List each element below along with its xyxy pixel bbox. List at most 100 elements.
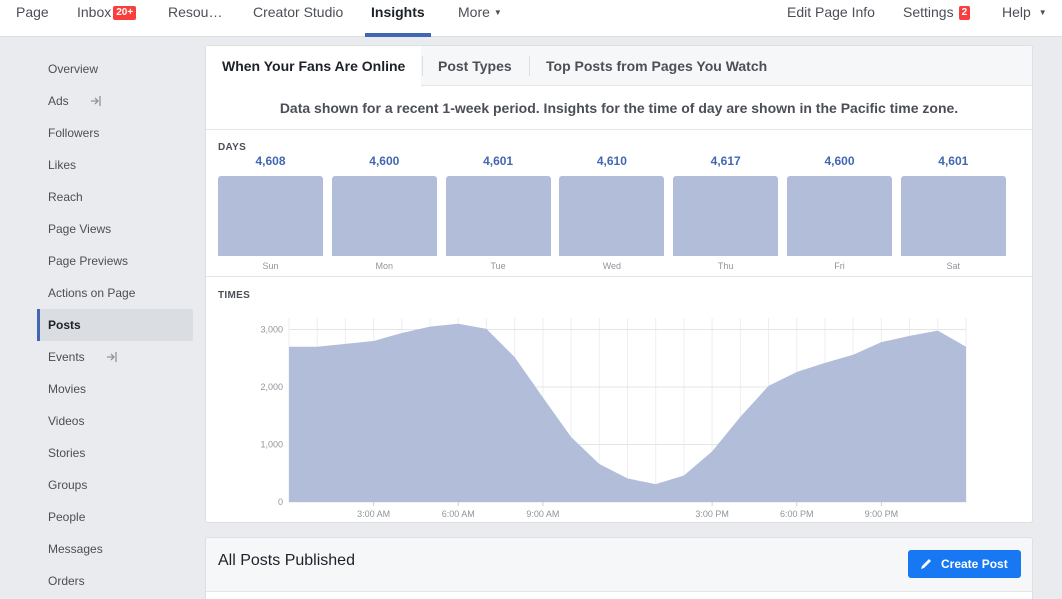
y-tick-label: 2,000: [260, 382, 283, 392]
sidebar-item-label: People: [48, 510, 86, 524]
sidebar-item-overview[interactable]: Overview: [37, 53, 193, 85]
sidebar-item-label: Movies: [48, 382, 87, 396]
active-tab-underline: [365, 33, 431, 37]
sidebar-item-posts[interactable]: Posts: [37, 309, 193, 341]
nav-settings-label: Settings: [903, 4, 954, 20]
day-bar: [673, 176, 779, 256]
day-name-label: Sun: [262, 261, 279, 271]
sidebar-item-actions-on-page[interactable]: Actions on Page: [37, 277, 193, 309]
external-link-icon: [107, 352, 117, 362]
external-link-icon: [91, 96, 101, 106]
day-name-label: Sat: [946, 261, 961, 271]
nav-more[interactable]: More ▼: [458, 0, 502, 36]
sidebar-item-reach[interactable]: Reach: [37, 181, 193, 213]
sidebar-item-label: Page Previews: [48, 254, 129, 268]
sidebar-item-groups[interactable]: Groups: [37, 469, 193, 501]
day-column[interactable]: 4,617 Thu: [673, 146, 779, 274]
tab-when-fans-online[interactable]: When Your Fans Are Online: [206, 46, 422, 86]
day-column[interactable]: 4,608 Sun: [218, 146, 323, 274]
sidebar-item-stories[interactable]: Stories: [37, 437, 193, 469]
x-tick-label: 6:00 AM: [442, 509, 475, 519]
nav-insights-label: Insights: [371, 4, 425, 20]
sidebar-item-label: Actions on Page: [48, 286, 136, 300]
sidebar-item-page-previews[interactable]: Page Previews: [37, 245, 193, 277]
sidebar-item-label: Page Views: [48, 222, 112, 236]
day-name-label: Thu: [717, 261, 734, 271]
sidebar-item-label: Groups: [48, 478, 88, 492]
tab-label: Top Posts from Pages You Watch: [546, 58, 768, 74]
top-navigation: Page Inbox 20+ Resou… Creator Studio Insi…: [0, 0, 1062, 37]
nav-insights[interactable]: Insights: [371, 0, 425, 36]
sidebar-item-videos[interactable]: Videos: [37, 405, 193, 437]
tab-divider: [422, 56, 423, 76]
nav-inbox[interactable]: Inbox 20+: [77, 0, 137, 36]
day-value-label: 4,601: [938, 154, 969, 168]
sidebar-item-label: Ads: [48, 94, 69, 108]
all-posts-card: All Posts Published Create Post: [205, 537, 1033, 599]
create-post-button[interactable]: Create Post: [908, 550, 1021, 578]
y-tick-label: 1,000: [260, 440, 283, 450]
sidebar-item-ads[interactable]: Ads: [37, 85, 193, 117]
posts-table-area: [206, 591, 1032, 599]
caret-down-icon: ▼: [493, 8, 502, 17]
sidebar-item-label: Orders: [48, 574, 85, 588]
day-column[interactable]: 4,610 Wed: [559, 146, 665, 274]
day-value-label: 4,608: [255, 154, 286, 168]
day-name-label: Wed: [602, 261, 622, 271]
day-name-label: Tue: [490, 261, 506, 271]
day-bar: [331, 176, 437, 256]
day-value-label: 4,601: [483, 154, 514, 168]
sidebar-item-messages[interactable]: Messages: [37, 533, 193, 565]
day-value-label: 4,600: [369, 154, 400, 168]
tab-divider: [529, 56, 530, 76]
insights-tabs: When Your Fans Are Online Post Types Top…: [206, 46, 1032, 86]
nav-creator-studio[interactable]: Creator Studio: [253, 0, 343, 36]
nav-more-label: More: [458, 4, 490, 20]
sidebar-item-label: Videos: [48, 414, 85, 428]
tab-post-types[interactable]: Post Types: [438, 46, 512, 86]
day-column[interactable]: 4,600 Fri: [787, 146, 892, 274]
sidebar-item-events[interactable]: Events: [37, 341, 193, 373]
x-tick-label: 9:00 PM: [865, 509, 899, 519]
day-column[interactable]: 4,601 Tue: [445, 146, 551, 274]
nav-resources[interactable]: Resou…: [168, 0, 222, 36]
day-name-label: Mon: [375, 261, 394, 271]
nav-settings[interactable]: Settings 2: [903, 0, 971, 36]
sidebar-item-people[interactable]: People: [37, 501, 193, 533]
sidebar-item-label: Overview: [48, 62, 99, 76]
tab-top-posts[interactable]: Top Posts from Pages You Watch: [546, 46, 767, 86]
day-value-label: 4,600: [824, 154, 855, 168]
day-value-label: 4,610: [596, 154, 627, 168]
sidebar-item-likes[interactable]: Likes: [37, 149, 193, 181]
sidebar-item-orders[interactable]: Orders: [37, 565, 193, 597]
settings-badge: 2: [958, 6, 971, 20]
x-tick-label: 3:00 AM: [357, 509, 390, 519]
nav-edit-page-info-label: Edit Page Info: [787, 4, 875, 20]
x-tick-label: 3:00 PM: [695, 509, 729, 519]
section-divider: [206, 276, 1032, 277]
x-tick-label: 9:00 AM: [526, 509, 559, 519]
days-label: DAYS: [218, 142, 247, 153]
times-area-chart: 0 1,000 2,000 3,000 3:00 AM 6:00 AM 9:00 AM 3:0…: [260, 318, 967, 519]
nav-edit-page-info[interactable]: Edit Page Info: [787, 0, 875, 36]
nav-page[interactable]: Page: [16, 0, 49, 36]
nav-inbox-label: Inbox: [77, 4, 112, 20]
sidebar-item-label: Stories: [48, 446, 86, 460]
day-column[interactable]: 4,600 Mon: [331, 146, 437, 274]
all-posts-title: All Posts Published: [218, 552, 355, 569]
create-post-label: Create Post: [941, 557, 1008, 571]
y-tick-label: 0: [278, 497, 283, 507]
sidebar-item-label: Messages: [48, 542, 103, 556]
nav-help[interactable]: Help ▼: [1002, 0, 1047, 36]
sidebar-item-label: Reach: [48, 190, 83, 204]
day-bar: [559, 176, 665, 256]
nav-help-label: Help: [1002, 4, 1031, 20]
pencil-icon: [921, 559, 931, 569]
sidebar-item-label: Posts: [48, 318, 81, 332]
day-column[interactable]: 4,601 Sat: [900, 146, 1006, 274]
nav-creator-studio-label: Creator Studio: [253, 4, 344, 20]
sidebar-item-page-views[interactable]: Page Views: [37, 213, 193, 245]
sidebar-item-followers[interactable]: Followers: [37, 117, 193, 149]
sidebar-item-movies[interactable]: Movies: [37, 373, 193, 405]
tab-label: When Your Fans Are Online: [222, 58, 406, 74]
